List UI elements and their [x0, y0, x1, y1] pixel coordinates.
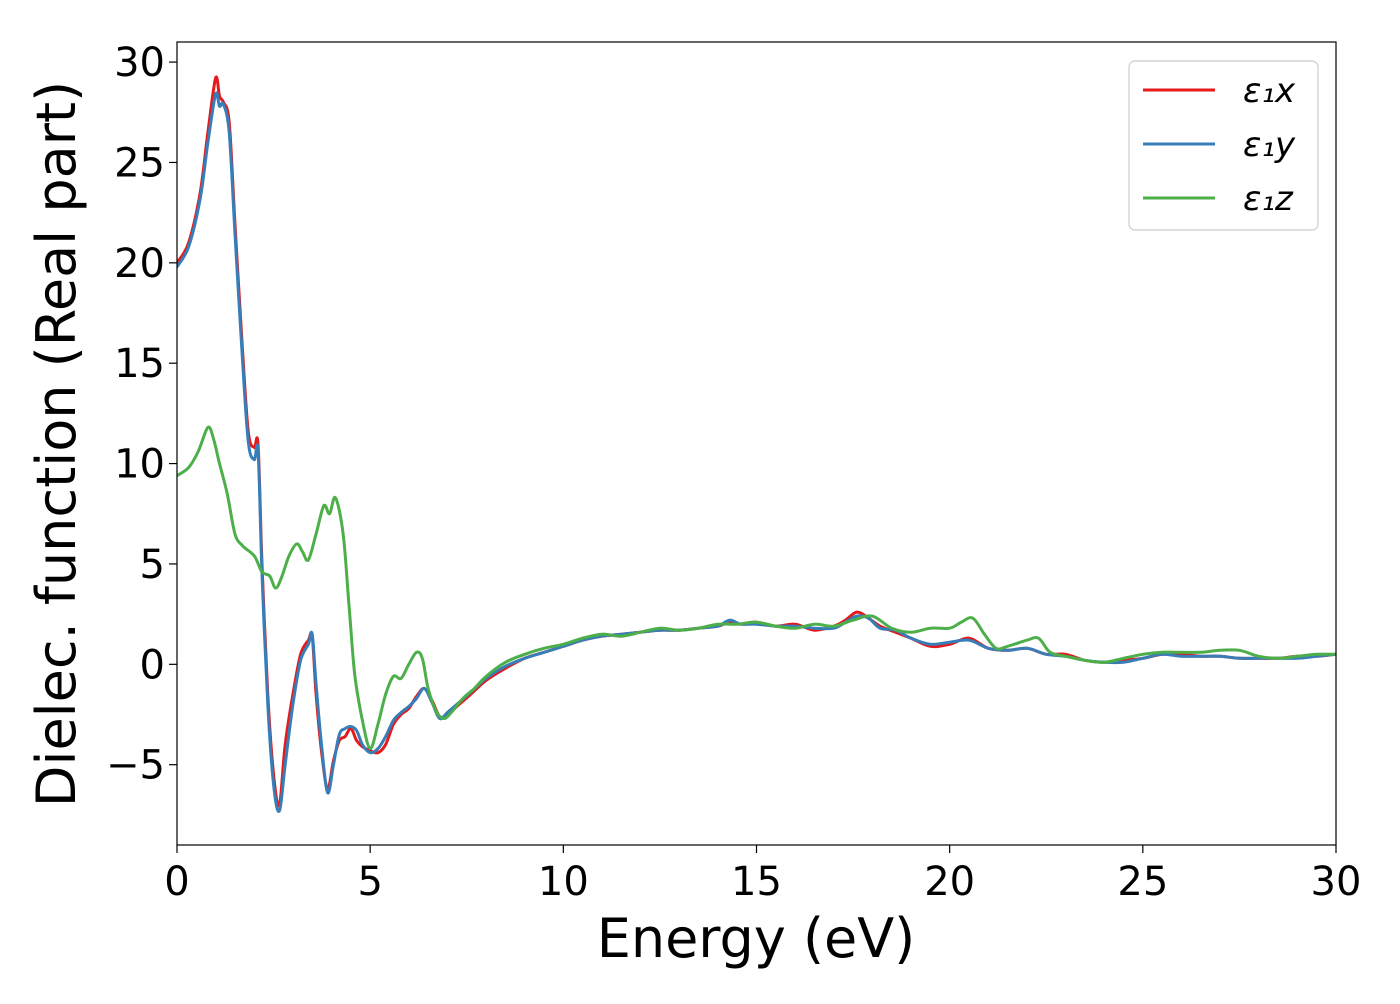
x-tick-label: 25 — [1117, 859, 1168, 905]
y-tick-label: 25 — [114, 140, 165, 186]
x-axis-label: Energy (eV) — [597, 907, 916, 970]
y-tick-label: 20 — [114, 241, 165, 287]
series-line-3 — [177, 425, 1336, 751]
legend-label-2: ε₁y — [1243, 125, 1296, 165]
legend-items: ε₁x ε₁y ε₁z — [1143, 71, 1296, 219]
legend-label-1: ε₁x — [1243, 71, 1296, 111]
legend: ε₁x ε₁y ε₁z — [1128, 60, 1319, 231]
x-axis-ticks: 0 5 10 15 20 25 30 — [164, 845, 1361, 905]
x-tick-label: 20 — [924, 859, 975, 905]
x-tick-label: 10 — [538, 859, 589, 905]
y-tick-label: 15 — [114, 341, 165, 387]
y-tick-label: −5 — [106, 743, 165, 789]
y-axis-label: Dielec. function (Real part) — [25, 81, 88, 807]
legend-box — [1128, 60, 1319, 231]
series-line-2 — [177, 91, 1336, 813]
x-tick-label: 30 — [1311, 859, 1362, 905]
y-axis-ticks: −5 0 5 10 15 20 25 30 — [106, 40, 177, 789]
y-tick-label: 10 — [114, 442, 165, 488]
x-tick-label: 0 — [164, 859, 189, 905]
legend-label-3: ε₁z — [1243, 179, 1294, 219]
x-tick-label: 5 — [357, 859, 382, 905]
x-tick-label: 15 — [731, 859, 782, 905]
series-layer — [177, 75, 1336, 813]
y-tick-label: 5 — [140, 542, 165, 588]
y-tick-label: 0 — [140, 642, 165, 688]
y-tick-label: 30 — [114, 40, 165, 86]
